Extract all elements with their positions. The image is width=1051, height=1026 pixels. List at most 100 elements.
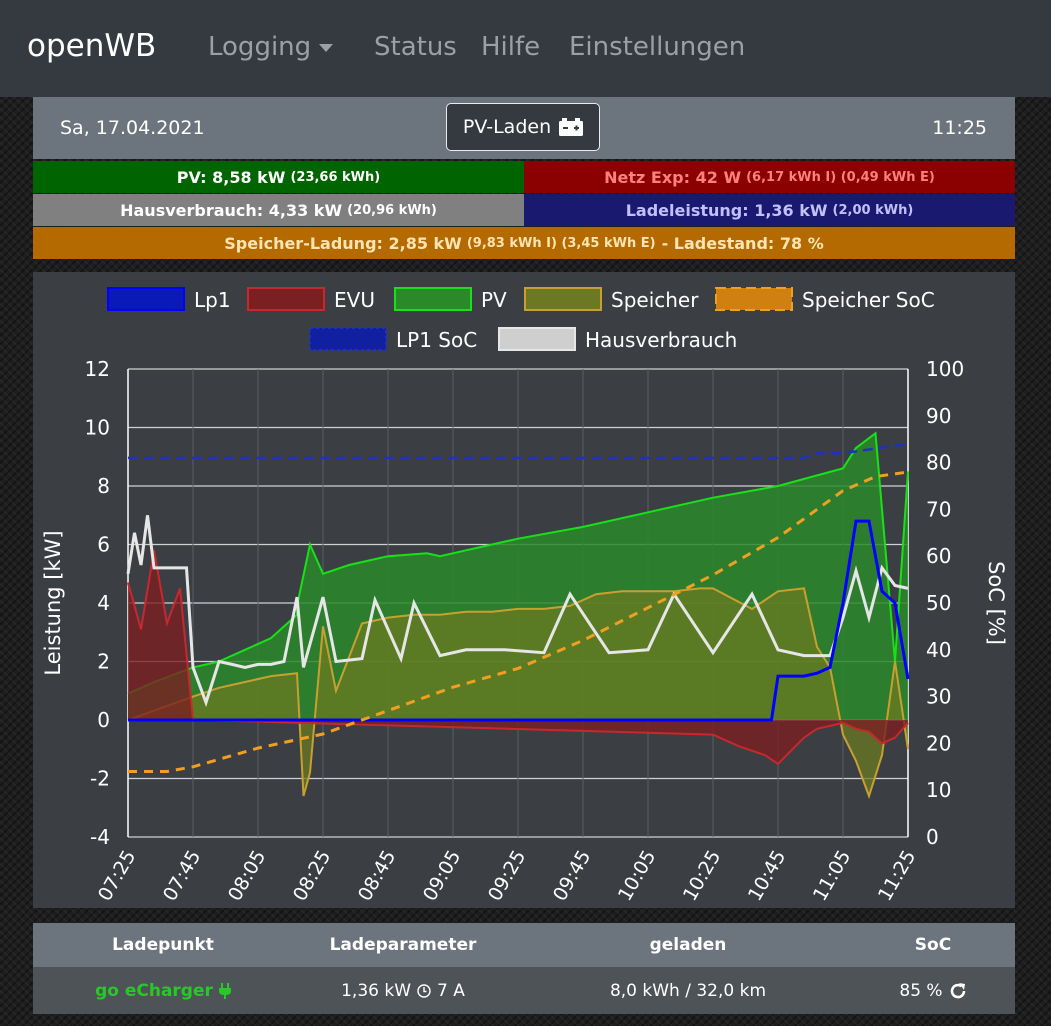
storage-power-label: Speicher-Ladung: 2,85 kW [224, 233, 462, 253]
charge-current-value: 7 A [437, 980, 465, 1001]
nav-logging-label: Logging [208, 32, 312, 62]
hausverbrauch-series-line [126, 515, 909, 708]
x-tick-label: 08:45 [354, 847, 400, 905]
x-tick-label: 08:25 [289, 847, 335, 905]
y-tick-label: 10 [85, 416, 110, 440]
brand-logo[interactable]: openWB [27, 28, 157, 64]
legend-item-speicher-soc: Speicher SoC [715, 287, 935, 312]
chevron-down-icon [319, 43, 334, 52]
charge-mode-label: PV-Laden [462, 116, 552, 138]
y-tick-label: 12 [85, 357, 110, 381]
evu-series-line [127, 550, 909, 766]
time-display: 11:25 [932, 117, 987, 139]
legend-label: LP1 SoC [396, 328, 477, 352]
pv-power-bar: PV: 8,58 kW (23,66 kWh) [33, 161, 524, 193]
charge-point-table-header: Ladepunkt Ladeparameter geladen SoC [33, 923, 1015, 967]
house-consumption-label: Hausverbrauch: 4,33 kW [120, 200, 343, 220]
y-tick-label: 0 [97, 708, 110, 732]
legend-swatch [107, 287, 185, 311]
refresh-icon[interactable] [949, 982, 967, 1000]
legend-swatch [498, 327, 576, 351]
charge-parameters: 1,36 kW 7 A [313, 967, 493, 1014]
navbar: openWB Logging Status Hilfe Einstellunge… [0, 0, 1051, 97]
speicher-series-line [127, 587, 909, 800]
lp1-series-line [128, 519, 910, 722]
x-tick-label: 10:45 [744, 847, 790, 905]
lp1-soc-series-line [128, 442, 909, 460]
x-tick-label: 08:05 [224, 847, 270, 905]
house-consumption-bar: Hausverbrauch: 4,33 kW (20,96 kWh) [33, 194, 524, 226]
nav-status[interactable]: Status [374, 32, 457, 62]
legend-label: PV [481, 288, 507, 312]
pv-energy-detail: (23,66 kWh) [290, 169, 381, 185]
charge-power-value: 1,36 kW [341, 980, 412, 1001]
charge-point-label: go eCharger [95, 980, 213, 1001]
clock-icon [417, 983, 431, 998]
legend-swatch [247, 287, 325, 311]
y2-tick-label: 10 [926, 778, 951, 802]
y-tick-label: 6 [97, 533, 110, 557]
y2-tick-label: 100 [926, 357, 964, 381]
date-display: Sa, 17.04.2021 [60, 117, 205, 139]
pv-power-label: PV: 8,58 kW [176, 167, 286, 187]
y-tick-label: -2 [90, 767, 110, 791]
header-geladen: geladen [649, 935, 727, 955]
charge-point-name[interactable]: go eCharger [73, 967, 253, 1014]
charge-mode-button[interactable]: PV-Laden [446, 103, 600, 151]
x-tick-label: 11:05 [809, 847, 855, 905]
y2-tick-label: 20 [926, 731, 951, 755]
grid-power-bar: Netz Exp: 42 W (6,17 kWh I) (0,49 kWh E) [524, 161, 1015, 193]
legend-item-evu: EVU [247, 287, 375, 312]
header-soc: SoC [914, 935, 952, 955]
charging-energy-detail: (2,00 kWh) [832, 202, 914, 218]
y-tick-label: 8 [97, 474, 110, 498]
nav-logging[interactable]: Logging [208, 32, 334, 62]
y2-tick-label: 50 [926, 591, 951, 615]
header-ladeparameter: Ladeparameter [329, 935, 477, 955]
y-tick-label: 4 [97, 591, 110, 615]
y2-tick-label: 70 [926, 497, 951, 521]
legend-label: Lp1 [194, 288, 231, 312]
status-header: Sa, 17.04.2021 PV-Laden 11:25 [33, 97, 1015, 159]
x-tick-label: 09:05 [419, 847, 465, 905]
y2-tick-label: 30 [926, 685, 951, 709]
legend-item-pv: PV [394, 287, 507, 312]
legend-label: EVU [334, 288, 375, 312]
legend-swatch [715, 287, 793, 311]
nav-hilfe[interactable]: Hilfe [481, 32, 541, 62]
legend-label: Speicher [611, 288, 699, 312]
legend-swatch [394, 287, 472, 311]
storage-power-bar: Speicher-Ladung: 2,85 kW (9,83 kWh I) (3,… [33, 227, 1015, 259]
storage-energy-detail: (9,83 kWh I) (3,45 kWh E) [466, 235, 656, 251]
y2-tick-label: 90 [926, 404, 951, 428]
y2-tick-label: 40 [926, 638, 951, 662]
legend-label: Speicher SoC [802, 288, 935, 312]
legend-item-lp1: Lp1 [107, 287, 231, 312]
y2-tick-label: 0 [926, 825, 939, 849]
charging-power-label: Ladeleistung: 1,36 kW [625, 200, 828, 220]
power-chart-svg: -4 -2 0 2 4 6 8 10 12 0 10 20 30 40 50 60 70 80 90 100 07:25… [41, 287, 1008, 905]
nav-einstellungen[interactable]: Einstellungen [569, 32, 746, 62]
y2-axis-title: SoC [%] [984, 561, 1008, 645]
house-energy-detail: (20,96 kWh) [347, 202, 437, 218]
y-axis-title: Leistung [kW] [41, 530, 65, 675]
pv-series-line [127, 431, 909, 695]
charged-energy: 8,0 kWh / 32,0 km [609, 980, 767, 1001]
legend-swatch [524, 287, 602, 311]
legend-label: Hausverbrauch [585, 328, 737, 352]
speicher-soc-series-line [128, 470, 909, 773]
x-tick-label: 07:45 [159, 847, 205, 905]
header-ladepunkt: Ladepunkt [112, 935, 214, 955]
legend-item-hausverbrauch: Hausverbrauch [498, 327, 737, 352]
x-tick-label: 07:25 [94, 847, 140, 905]
table-row: go eCharger 1,36 kW 7 A 8,0 kWh / 32,0 k… [33, 967, 1015, 1014]
y2-tick-label: 80 [926, 451, 951, 475]
vehicle-soc-value: 85 % [899, 980, 943, 1001]
legend-item-lp1-soc: LP1 SoC [309, 327, 477, 352]
storage-soc-label: - Ladestand: 78 % [661, 233, 824, 253]
legend-item-speicher: Speicher [524, 287, 699, 312]
charging-power-bar: Ladeleistung: 1,36 kW (2,00 kWh) [524, 194, 1015, 226]
plug-icon [218, 982, 231, 999]
x-tick-label: 09:45 [549, 847, 595, 905]
speicher-series-area [128, 588, 908, 796]
